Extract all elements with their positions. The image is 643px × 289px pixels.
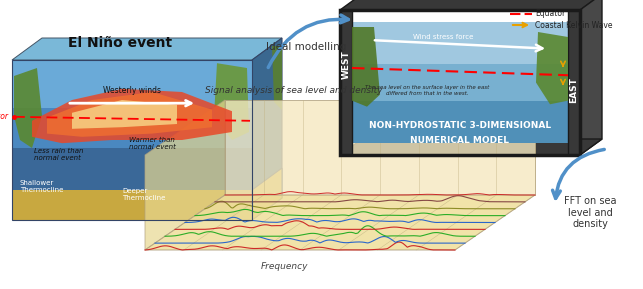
Polygon shape bbox=[47, 92, 212, 137]
Text: The sea level on the surface layer in the east
differed from that in the west.: The sea level on the surface layer in th… bbox=[365, 85, 490, 96]
Polygon shape bbox=[340, 0, 602, 10]
Text: Westerly winds: Westerly winds bbox=[103, 86, 161, 95]
Polygon shape bbox=[12, 108, 252, 148]
Polygon shape bbox=[340, 139, 602, 155]
Text: WEST: WEST bbox=[341, 51, 350, 79]
Polygon shape bbox=[12, 148, 252, 220]
Polygon shape bbox=[145, 195, 535, 250]
Text: Deeper
Thermocline: Deeper Thermocline bbox=[122, 188, 165, 201]
Polygon shape bbox=[568, 10, 580, 155]
Polygon shape bbox=[536, 32, 568, 104]
Polygon shape bbox=[72, 100, 177, 129]
Polygon shape bbox=[225, 100, 535, 195]
Polygon shape bbox=[252, 38, 282, 220]
Polygon shape bbox=[580, 0, 602, 155]
Text: Shallower
Thermocline: Shallower Thermocline bbox=[20, 180, 64, 193]
Text: Equator: Equator bbox=[535, 10, 565, 18]
Text: NUMERICAL MODEL: NUMERICAL MODEL bbox=[410, 136, 509, 145]
Polygon shape bbox=[352, 27, 380, 107]
Polygon shape bbox=[214, 63, 249, 140]
Polygon shape bbox=[272, 46, 282, 110]
Text: Warmer than
normal event: Warmer than normal event bbox=[129, 137, 176, 150]
Polygon shape bbox=[352, 101, 568, 143]
Text: Coastal Kelvin Wave: Coastal Kelvin Wave bbox=[535, 21, 613, 29]
Text: Frequency: Frequency bbox=[261, 262, 308, 271]
Polygon shape bbox=[352, 22, 568, 64]
Polygon shape bbox=[352, 64, 568, 101]
Polygon shape bbox=[145, 100, 225, 250]
Polygon shape bbox=[32, 89, 232, 143]
Text: EAST: EAST bbox=[570, 77, 579, 103]
Polygon shape bbox=[12, 38, 282, 60]
Text: Wind stress force: Wind stress force bbox=[413, 34, 473, 40]
Text: El Niño event: El Niño event bbox=[68, 36, 172, 50]
Polygon shape bbox=[252, 168, 282, 220]
Text: Ideal modelling: Ideal modelling bbox=[266, 42, 346, 52]
Polygon shape bbox=[12, 60, 252, 108]
Text: NON-HYDROSTATIC 3-DIMENSIONAL: NON-HYDROSTATIC 3-DIMENSIONAL bbox=[369, 121, 551, 131]
Polygon shape bbox=[12, 190, 252, 220]
Text: FFT on sea
level and
density: FFT on sea level and density bbox=[564, 196, 616, 229]
Text: Equator: Equator bbox=[0, 112, 9, 121]
Text: Signal analysis of sea level and density: Signal analysis of sea level and density bbox=[204, 86, 382, 95]
Text: Less rain than
normal event: Less rain than normal event bbox=[34, 148, 84, 161]
Polygon shape bbox=[14, 68, 42, 148]
Polygon shape bbox=[340, 10, 352, 155]
